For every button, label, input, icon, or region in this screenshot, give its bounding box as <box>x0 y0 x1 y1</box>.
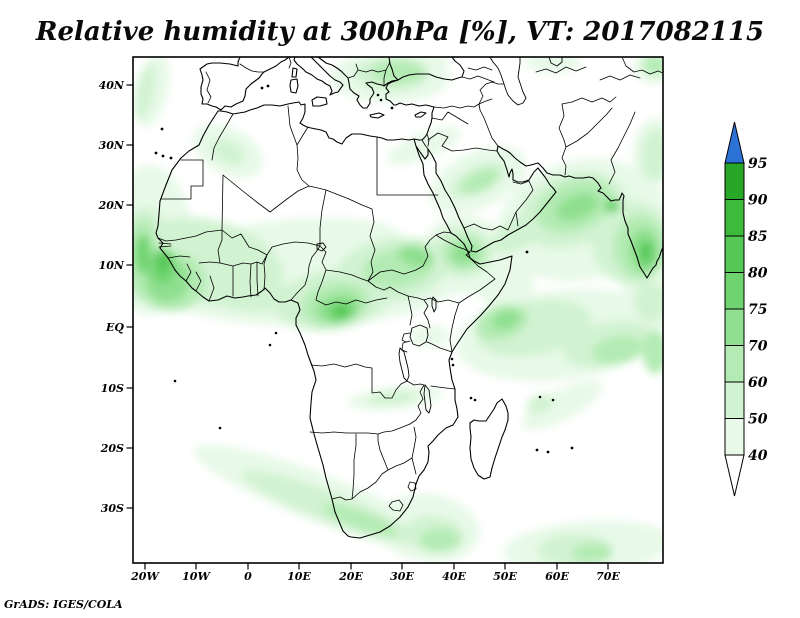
coastline-crete <box>370 113 384 118</box>
x-tick-label: 60E <box>545 570 569 583</box>
colorbar-label: 80 <box>748 266 768 282</box>
colorbar-label: 85 <box>748 229 767 245</box>
x-tick-label: 50E <box>493 570 517 583</box>
colorbar-label: 90 <box>748 193 768 209</box>
colorbar-segment <box>725 419 744 456</box>
colorbar-above-max-arrow <box>725 122 744 163</box>
x-tick-label: 0 <box>244 570 252 583</box>
x-tick-label: 10E <box>287 570 311 583</box>
colorbar-segment <box>725 382 744 419</box>
x-tick-label: 20E <box>338 570 363 583</box>
colorbar-segment <box>725 309 744 346</box>
y-tick-label: 40N <box>99 79 125 92</box>
colorbar-legend: 95 90 85 80 75 70 60 50 40 <box>725 122 768 496</box>
coastline-sardinia <box>290 79 298 93</box>
colorbar-label: 60 <box>748 375 768 391</box>
x-tick-label: 40E <box>442 570 466 583</box>
colorbar-segment <box>725 200 744 237</box>
humidity-shading-blob <box>135 234 151 274</box>
y-tick-label: 20S <box>100 442 124 455</box>
colorbar-label: 50 <box>748 412 768 428</box>
y-tick-label: 30S <box>101 502 124 515</box>
colorbar-label: 75 <box>748 302 767 318</box>
humidity-shading-blob <box>157 252 169 272</box>
colorbar-label: 70 <box>748 339 768 355</box>
humidity-shading-blob <box>572 543 612 563</box>
coastline-corsica <box>292 68 297 77</box>
colorbar-segment <box>725 163 744 200</box>
colorbar-below-min-arrow <box>725 455 744 496</box>
x-tick-label: 20W <box>130 570 160 583</box>
y-axis: 40N 30N 20N 10N EQ 10S 20S 30S <box>98 79 133 515</box>
lake-caspian <box>490 57 526 105</box>
grads-credit: GrADS: IGES/COLA <box>4 598 123 611</box>
x-tick-label: 70E <box>596 570 620 583</box>
coastline-iberia-france <box>200 57 289 110</box>
chart-title: Relative humidity at 300hPa [%], VT: 201… <box>35 17 764 47</box>
y-tick-label: EQ <box>105 321 124 334</box>
x-tick-label: 10W <box>182 570 211 583</box>
humidity-shading-blob <box>641 243 651 261</box>
colorbar-label: 40 <box>748 448 768 464</box>
colorbar-label: 95 <box>748 156 767 172</box>
colorbar-segment <box>725 346 744 383</box>
humidity-shading-blob <box>420 528 460 552</box>
x-axis: 20W 10W 0 10E 20E 30E 40E 50E 60E 70E <box>130 563 620 583</box>
y-tick-label: 10N <box>99 259 125 272</box>
coastline-cyprus <box>415 112 426 117</box>
y-tick-label: 20N <box>98 199 125 212</box>
lake-tanganyika <box>399 348 409 381</box>
colorbar-segment <box>725 236 744 273</box>
relative-humidity-map-figure: Relative humidity at 300hPa [%], VT: 201… <box>0 0 800 618</box>
y-tick-label: 10S <box>101 382 124 395</box>
y-tick-label: 30N <box>99 139 125 152</box>
colorbar-segment <box>725 273 744 310</box>
coastline-madagascar <box>470 399 508 479</box>
coastline-sicily <box>312 97 327 106</box>
x-tick-label: 30E <box>390 570 414 583</box>
